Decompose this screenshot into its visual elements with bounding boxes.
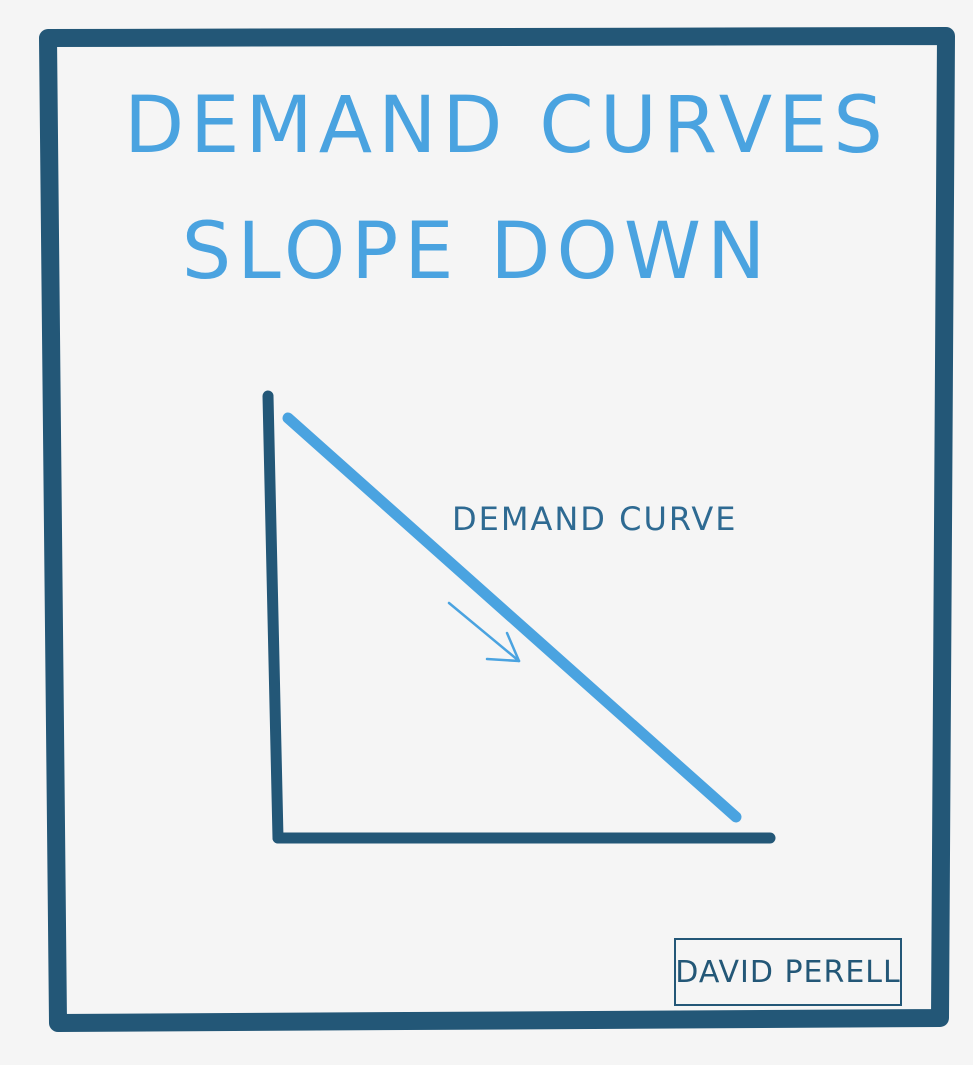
demand-curve-label: DEMAND CURVE	[452, 500, 738, 538]
signature-box: DAVID PERELL	[674, 938, 902, 1006]
signature-text: DAVID PERELL	[675, 954, 901, 990]
demand-curve-line	[282, 412, 742, 823]
slope-arrow-icon	[447, 601, 521, 663]
title-line-1: DEMAND CURVES	[124, 81, 889, 171]
y-axis	[262, 390, 284, 844]
title-line-2: SLOPE DOWN	[181, 207, 772, 297]
outer-frame	[39, 27, 955, 1032]
